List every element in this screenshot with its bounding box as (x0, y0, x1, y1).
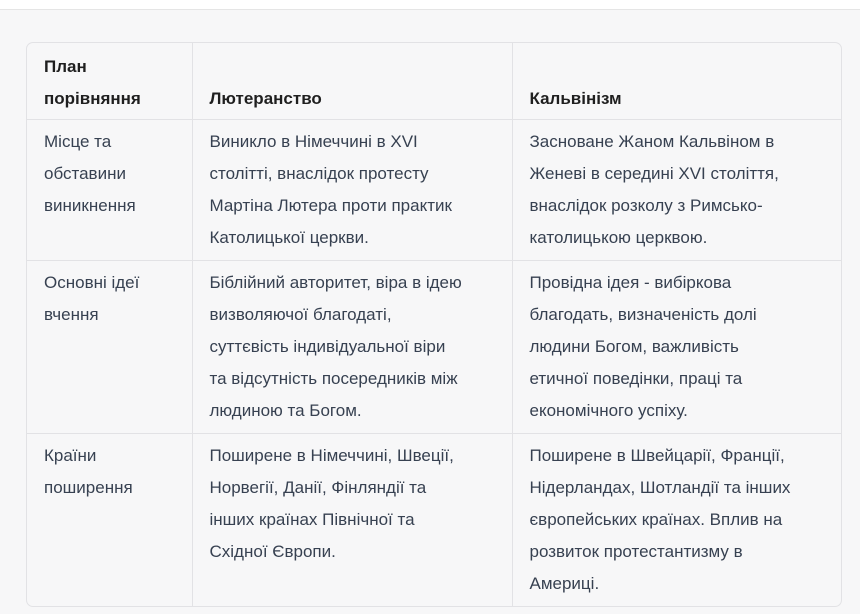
cell-text-line: Норвегії, Данії, Фінляндії та (209, 478, 427, 497)
cell-text-line: людини Богом, важливість (529, 337, 739, 356)
row-label-cell: Основні ідеї вчення (27, 260, 192, 434)
cell-text-line: внаслідок розколу з Римсько- (529, 196, 763, 215)
table-cell: Поширене в Німеччині, Швеції, Норвегії, Д… (191, 433, 512, 606)
table-row: Країни поширення Поширене в Німеччині, Шве… (27, 433, 841, 606)
cell-text-line: розвиток протестантизму в (529, 542, 743, 561)
cell-text-line: обставини (44, 164, 126, 183)
cell-text-line: інших країнах Північної та (209, 510, 415, 529)
cell-text-line: Женеві в середині XVI століття, (529, 164, 779, 183)
cell-text-line: Виникло в Німеччині в XVI (209, 132, 418, 151)
cell-text-line: Провідна ідея - вибіркова (529, 273, 732, 292)
cell-text-line: та відсутність посередників між (209, 369, 458, 388)
cell-text-line: Місце та (44, 132, 112, 151)
table-cell: Провідна ідея - вибіркова благодать, визн… (511, 260, 841, 434)
cell-text-line: Основні ідеї (44, 273, 140, 292)
table-cell: Поширене в Швейцарії, Франції, Нідерланда… (511, 433, 841, 606)
table-cell: Біблійний авторитет, віра в ідею визволяю… (191, 260, 512, 434)
cell-text-line: Католицької церкви. (209, 228, 369, 247)
cell-text-line: вчення (44, 305, 99, 324)
cell-text-line: поширення (44, 478, 133, 497)
cell-text-line: Кальвінізм (529, 89, 622, 108)
cell-text-line: Східної Європи. (209, 542, 336, 561)
table-row: Місце та обставини виникнення Виникло в Нім… (27, 119, 841, 261)
column-header: Лютеранство (191, 43, 512, 120)
cell-text-line: столітті, внаслідок протесту (209, 164, 429, 183)
cell-text-line: Нідерландах, Шотландії та інших (529, 478, 791, 497)
cell-text-line: благодать, визначеність долі (529, 305, 757, 324)
cell-text-line: Америці. (529, 574, 600, 593)
cell-text-line: План (44, 57, 87, 76)
cell-text-line: європейських країнах. Вплив на (529, 510, 783, 529)
cell-text-line: суттєвість індивідуальної віри (209, 337, 446, 356)
comparison-table: План порівняння Лютеранство Кальвінізм Місц… (26, 42, 842, 607)
table-cell: Засноване Жаном Кальвіном в Женеві в сере… (511, 119, 841, 261)
table-header-row: План порівняння Лютеранство Кальвінізм (27, 43, 841, 120)
cell-text-line: економічного успіху. (529, 401, 688, 420)
cell-text-line: Біблійний авторитет, віра в ідею (209, 273, 462, 292)
table-cell: Виникло в Німеччині в XVI столітті, внасл… (191, 119, 512, 261)
cell-text-line: Країни (44, 446, 97, 465)
cell-text-line: католицькою церквою. (529, 228, 708, 247)
cell-text-line: порівняння (44, 89, 141, 108)
cell-text-line: людиною та Богом. (209, 401, 362, 420)
cell-text-line: Поширене в Швейцарії, Франції, (529, 446, 785, 465)
cell-text-line: виникнення (44, 196, 136, 215)
cell-text-line: Поширене в Німеччині, Швеції, (209, 446, 454, 465)
cell-text-line: Лютеранство (209, 89, 322, 108)
row-label-cell: Країни поширення (27, 433, 192, 606)
cell-text-line: Мартіна Лютера проти практик (209, 196, 452, 215)
column-header: Кальвінізм (511, 43, 841, 120)
column-header: План порівняння (27, 43, 192, 120)
row-label-cell: Місце та обставини виникнення (27, 119, 192, 261)
top-bar (0, 0, 860, 10)
cell-text-line: визволяючої благодаті, (209, 305, 392, 324)
table-row: Основні ідеї вчення Біблійний авторитет, в… (27, 260, 841, 434)
cell-text-line: Засноване Жаном Кальвіном в (529, 132, 775, 151)
cell-text-line: етичної поведінки, праці та (529, 369, 743, 388)
